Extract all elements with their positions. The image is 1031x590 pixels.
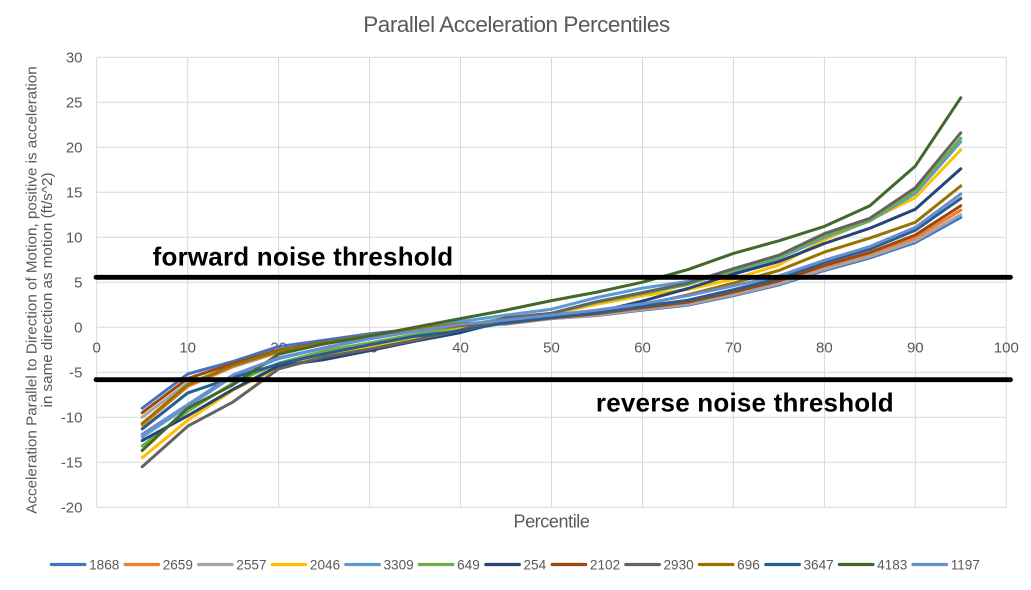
- svg-text:60: 60: [634, 339, 651, 356]
- svg-text:10: 10: [179, 339, 196, 356]
- svg-text:80: 80: [816, 339, 833, 356]
- svg-text:254: 254: [524, 557, 547, 572]
- svg-text:3309: 3309: [384, 557, 414, 572]
- svg-text:2930: 2930: [664, 557, 695, 572]
- svg-text:2102: 2102: [590, 557, 620, 572]
- svg-text:5: 5: [74, 275, 82, 292]
- svg-text:1197: 1197: [951, 557, 980, 572]
- svg-text:10: 10: [66, 230, 83, 247]
- svg-text:70: 70: [725, 339, 742, 356]
- svg-text:2046: 2046: [310, 557, 340, 572]
- svg-text:Parallel Acceleration Percenti: Parallel Acceleration Percentiles: [363, 12, 670, 37]
- svg-text:1868: 1868: [89, 557, 119, 572]
- svg-text:696: 696: [737, 557, 760, 572]
- svg-text:0: 0: [93, 339, 101, 356]
- svg-text:Acceleration Parallel to Direc: Acceleration Parallel to Direction of Mo…: [24, 66, 41, 513]
- svg-text:-20: -20: [61, 500, 83, 517]
- svg-text:-5: -5: [69, 365, 82, 382]
- svg-text:in same direction as motion (f: in same direction as motion (ft/s^2): [39, 172, 56, 407]
- svg-text:15: 15: [66, 185, 83, 202]
- svg-text:4183: 4183: [877, 557, 907, 572]
- svg-text:50: 50: [543, 339, 560, 356]
- svg-text:100: 100: [994, 339, 1019, 356]
- svg-text:reverse noise threshold: reverse noise threshold: [596, 387, 894, 417]
- svg-text:forward noise threshold: forward noise threshold: [153, 241, 454, 271]
- svg-text:649: 649: [457, 557, 480, 572]
- svg-text:40: 40: [452, 339, 469, 356]
- svg-text:20: 20: [66, 140, 83, 157]
- svg-text:Percentile: Percentile: [513, 511, 589, 531]
- svg-text:3647: 3647: [804, 557, 834, 572]
- svg-text:30: 30: [66, 50, 83, 67]
- svg-text:-10: -10: [61, 410, 83, 427]
- svg-text:-15: -15: [61, 455, 83, 472]
- svg-text:90: 90: [907, 339, 924, 356]
- svg-text:2557: 2557: [236, 557, 266, 572]
- svg-text:0: 0: [74, 320, 82, 337]
- svg-text:25: 25: [66, 95, 83, 112]
- svg-text:2659: 2659: [163, 557, 193, 572]
